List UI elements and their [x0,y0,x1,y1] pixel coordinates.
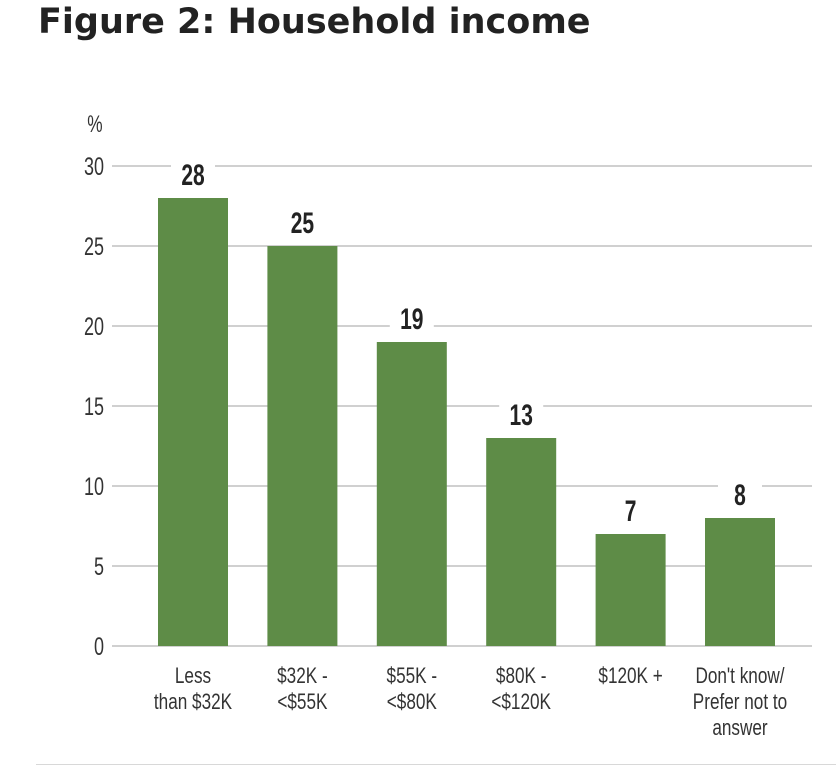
y-tick-label: 0 [94,632,104,661]
data-label-background [171,159,215,189]
x-tick-label: <$55K [277,690,327,715]
x-tick-label: $32K - [277,664,328,689]
bar [486,438,557,646]
data-label-background [499,399,544,429]
bars [158,198,775,646]
y-tick-label: 20 [84,312,104,341]
data-label: 28 [181,160,204,192]
x-tick-label: answer [712,716,768,741]
x-tick-label: Prefer not to [693,690,787,715]
y-tick-label: 10 [84,472,104,501]
data-label: 13 [510,400,533,432]
x-tick-label: $55K - [387,664,438,689]
bar [267,246,338,646]
x-tick-label: Don't know/ [695,664,785,689]
data-label-background [718,479,762,509]
bar [376,342,447,646]
data-label-background [608,495,653,525]
data-label-background [280,207,325,237]
y-axis-tick-labels: 0 5 10 15 20 25 30 [84,152,104,661]
divider [36,764,836,765]
data-labels: 28 25 19 13 7 8 [171,159,762,528]
x-tick-label: Less [175,664,211,689]
y-axis-label: % [87,111,102,137]
y-tick-label: 25 [84,232,104,261]
data-label: 25 [291,208,314,240]
x-tick-label: <$80K [387,690,437,715]
data-label: 7 [625,496,637,528]
data-label-background [389,303,434,333]
x-tick-label: <$120K [491,690,551,715]
bar [158,198,228,646]
x-tick-label: than $32K [154,690,232,715]
y-tick-label: 15 [84,392,104,421]
x-tick-label: $120K + [598,664,662,689]
data-label: 8 [734,480,746,512]
bar [705,518,775,646]
chart-title: Figure 2: Household income [38,2,591,42]
x-tick-label: $80K - [496,664,547,689]
data-label: 19 [400,304,423,336]
gridlines [112,165,812,647]
y-tick-label: 5 [94,552,104,581]
bar [595,534,666,646]
y-tick-label: 30 [84,152,104,181]
